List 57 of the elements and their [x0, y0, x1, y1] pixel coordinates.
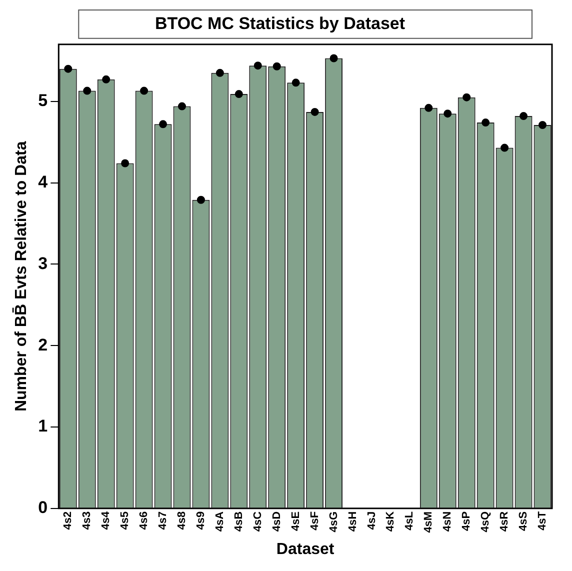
point [292, 78, 300, 87]
point [64, 64, 72, 73]
x-tick-label: 4sP [460, 511, 473, 531]
x-tick-label: 4sC [252, 511, 264, 532]
x-tick-label: 4sT [536, 511, 549, 530]
point [272, 62, 281, 70]
x-tick-label: 4sN [442, 511, 454, 532]
point [254, 62, 262, 70]
point [83, 86, 92, 95]
y-tick-label: 3 [38, 254, 48, 273]
x-tick-label: 4sA [214, 511, 226, 532]
y-tick-label: 5 [38, 91, 48, 110]
point [500, 144, 509, 152]
point [178, 102, 186, 110]
x-tick-label: 4sL [404, 511, 416, 530]
x-tick-label: 4sK [384, 511, 397, 532]
x-tick-label: 4sR [498, 511, 511, 532]
point [330, 54, 338, 62]
x-tick-label: 4sD [270, 511, 283, 532]
x-tick-label: 4s5 [119, 511, 132, 530]
point [520, 112, 528, 120]
chart-title: BTOC MC Statistics by Dataset [154, 14, 406, 33]
x-tick-label: 4s8 [176, 511, 188, 530]
x-tick-label: 4sQ [480, 510, 492, 532]
point [538, 120, 547, 129]
point [482, 118, 490, 127]
x-tick-label: 4s7 [157, 511, 170, 530]
point [196, 196, 205, 204]
point [444, 110, 452, 118]
point [140, 86, 148, 95]
x-tick-label: 4s9 [194, 511, 207, 530]
point [462, 93, 471, 102]
x-tick-label: 4s6 [138, 511, 150, 530]
y-tick-label: 1 [38, 416, 48, 436]
point [310, 108, 319, 116]
x-tick-label: 4sS [518, 511, 530, 531]
x-tick-label: 4s2 [62, 511, 74, 530]
point [121, 159, 130, 168]
x-tick-label: 4s3 [81, 511, 94, 530]
x-tick-label: 4s4 [100, 510, 112, 530]
point [102, 75, 110, 84]
x-tick-label: 4sJ [366, 511, 378, 530]
point [424, 104, 433, 112]
x-tick-label: 4sF [308, 511, 321, 530]
point [159, 120, 168, 128]
y-axis-title: Number of BB̄ Evts Relative to Data [12, 141, 30, 412]
y-tick-label: 0 [38, 498, 48, 518]
point [216, 68, 224, 77]
y-tick-label: 2 [38, 335, 48, 354]
x-tick-label: 4sB [232, 511, 245, 532]
x-tick-label: 4sE [290, 511, 302, 531]
x-tick-label: 4sH [346, 511, 359, 532]
point [234, 90, 243, 98]
x-tick-label: 4sM [422, 511, 435, 533]
y-tick-label: 4 [38, 172, 48, 192]
x-tick-label: 4sG [328, 511, 340, 532]
x-axis-title: Dataset [276, 540, 335, 558]
